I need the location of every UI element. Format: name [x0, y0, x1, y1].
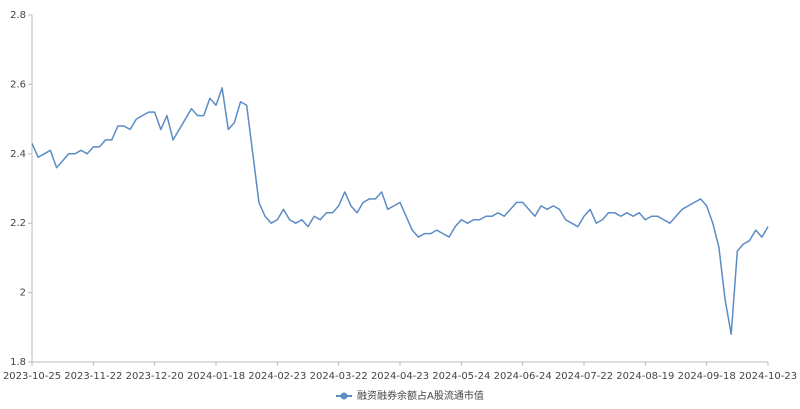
- x-tick-label: 2024-06-24: [494, 371, 552, 382]
- x-tick-label: 2024-10-23: [739, 371, 797, 382]
- x-tick-label: 2024-08-19: [616, 371, 674, 382]
- y-tick-label: 2.2: [10, 218, 26, 229]
- x-tick-label: 2024-02-23: [248, 371, 306, 382]
- x-tick-label: 2024-07-22: [555, 371, 613, 382]
- x-tick-label: 2024-04-23: [371, 371, 429, 382]
- x-tick-label: 2024-03-22: [310, 371, 368, 382]
- x-tick-label: 2023-11-22: [64, 371, 122, 382]
- x-tick-label: 2023-10-25: [3, 371, 61, 382]
- y-tick-label: 2.4: [10, 149, 26, 160]
- y-tick-label: 1.8: [10, 357, 26, 368]
- x-tick-label: 2024-09-18: [678, 371, 736, 382]
- x-tick-label: 2024-01-18: [187, 371, 245, 382]
- y-tick-label: 2.8: [10, 10, 26, 21]
- y-tick-label: 2: [20, 288, 26, 299]
- legend-swatch: [340, 392, 348, 400]
- x-tick-label: 2024-05-24: [432, 371, 490, 382]
- legend-label: 融资融券余额占A股流通市值: [357, 389, 484, 402]
- y-tick-label: 2.6: [10, 79, 26, 90]
- x-tick-label: 2023-12-20: [126, 371, 184, 382]
- line: [31, 87, 769, 335]
